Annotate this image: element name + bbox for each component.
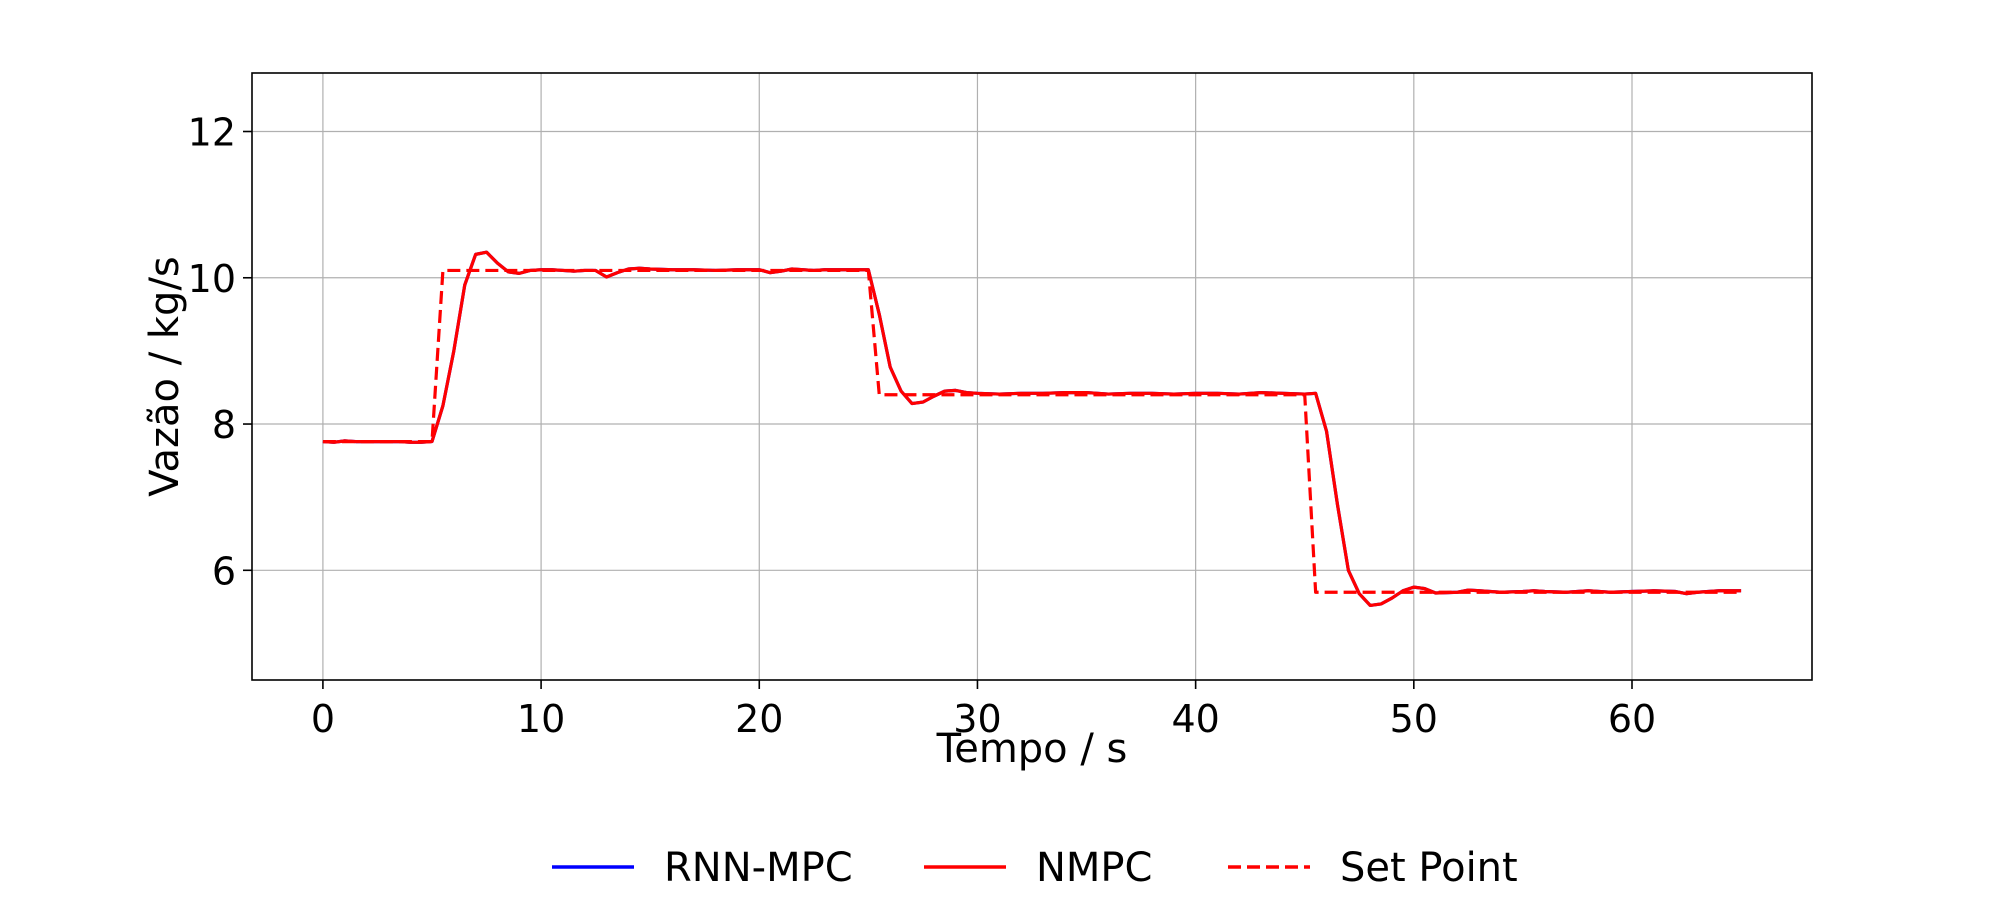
- x-axis-label: Tempo / s: [936, 726, 1128, 772]
- series-line-rnn-mpc: [322, 250, 1742, 607]
- x-tick-label: 60: [1608, 697, 1656, 741]
- x-tick-label: 10: [517, 697, 565, 741]
- x-tick-label: 20: [735, 697, 783, 741]
- y-tick-label: 8: [212, 403, 236, 447]
- series-layer: [322, 250, 1742, 607]
- x-tick-label: 50: [1390, 697, 1438, 741]
- x-tick-label: 0: [311, 697, 335, 741]
- legend-label-nmpc: NMPC: [1036, 845, 1152, 891]
- tick-layer: 0 10 20 30 40 50 60 6 8 10 12: [188, 111, 1657, 741]
- plot-area-frame: [251, 72, 1813, 681]
- series-line-set-point: [322, 268, 1742, 594]
- legend: RNN-MPC NMPC Set Point: [552, 845, 1518, 891]
- y-tick-label: 12: [188, 111, 236, 155]
- legend-label-set-point: Set Point: [1340, 845, 1518, 891]
- legend-label-rnn-mpc: RNN-MPC: [664, 845, 853, 891]
- x-tick-label: 40: [1171, 697, 1219, 741]
- y-tick-label: 6: [212, 549, 236, 593]
- series-line-nmpc: [322, 250, 1742, 607]
- y-tick-label: 10: [188, 257, 236, 301]
- y-axis-label: Vazão / kg/s: [142, 256, 188, 497]
- x-tick-label: 30: [953, 697, 1001, 741]
- grid-layer: [252, 73, 1812, 680]
